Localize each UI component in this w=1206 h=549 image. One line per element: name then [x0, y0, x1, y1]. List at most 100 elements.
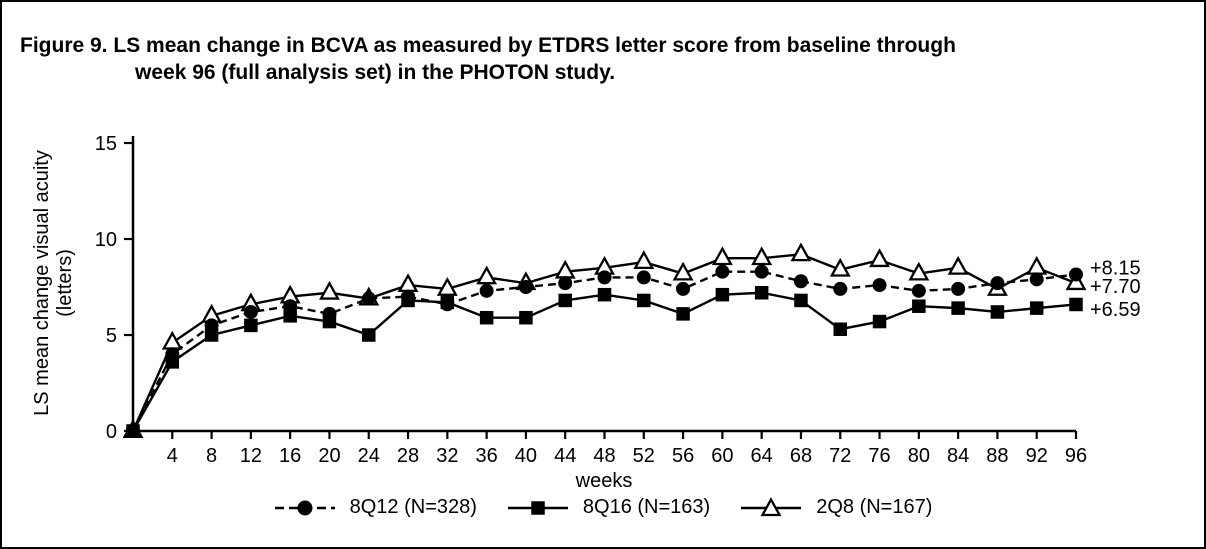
x-tick-label: 60 — [711, 445, 733, 467]
legend-label-2q8: 2Q8 (N=167) — [816, 496, 933, 518]
data-point-8q16 — [637, 293, 651, 308]
legend-label-8q16: 8Q16 (N=163) — [582, 496, 711, 518]
x-tick-label: 56 — [672, 445, 694, 467]
x-tick-label: 36 — [476, 445, 498, 467]
data-point-8q16 — [558, 293, 572, 308]
data-point-8q16 — [362, 328, 376, 342]
data-point-2q8 — [751, 246, 773, 266]
x-tick-label: 4 — [167, 445, 178, 467]
x-tick-label: 76 — [868, 445, 890, 467]
x-tick-label: 88 — [986, 445, 1008, 467]
data-point-8q16 — [126, 424, 140, 438]
x-tick-label: 12 — [240, 445, 262, 467]
data-point-2q8 — [161, 330, 183, 350]
x-tick-label: 16 — [279, 445, 301, 467]
x-tick-label: 44 — [554, 445, 576, 467]
data-point-8q16 — [519, 310, 533, 325]
data-point-8q12 — [872, 278, 887, 293]
y-tick-label: 10 — [95, 229, 117, 251]
chart-legend: 8Q12 (N=328) 8Q16 (N=163) 2Q8 (N=167) — [2, 496, 1204, 519]
data-point-2q8 — [711, 246, 733, 266]
x-tick-label: 40 — [515, 445, 537, 467]
figure-title-line1: Figure 9. LS mean change in BCVA as meas… — [20, 32, 1180, 59]
data-point-2q8 — [790, 242, 812, 262]
data-point-2q8 — [554, 259, 576, 279]
figure-title-text: LS mean change in BCVA as measured by ET… — [113, 34, 956, 57]
data-point-8q12 — [636, 270, 651, 285]
legend-marker-8q12-dashed-circle-icon — [274, 500, 335, 515]
x-tick-label: 52 — [633, 445, 655, 467]
data-point-8q16 — [401, 293, 415, 308]
data-point-8q12 — [479, 283, 494, 298]
data-point-8q12 — [793, 274, 808, 289]
x-tick-label: 72 — [829, 445, 851, 467]
data-point-8q12 — [911, 283, 926, 298]
data-point-2q8 — [633, 250, 655, 269]
data-point-8q16 — [283, 309, 297, 323]
data-point-2q8 — [1026, 255, 1048, 275]
figure-title: Figure 9. LS mean change in BCVA as meas… — [20, 32, 1180, 86]
data-point-8q12 — [990, 276, 1005, 291]
data-point-8q16 — [479, 310, 494, 325]
legend-item-8q16: 8Q16 (N=163) — [507, 496, 710, 519]
x-tick-label: 32 — [436, 445, 458, 467]
data-point-8q16 — [1029, 301, 1044, 315]
data-point-8q16 — [794, 293, 808, 308]
data-point-2q8 — [829, 257, 851, 277]
end-value-label-8q12: +8.15 — [1090, 257, 1141, 279]
data-point-8q16 — [165, 355, 180, 369]
data-point-8q12 — [597, 270, 612, 285]
x-tick-label: 68 — [790, 445, 812, 467]
data-point-8q16 — [440, 295, 455, 310]
data-point-2q8 — [947, 255, 969, 275]
data-point-8q16 — [754, 286, 769, 300]
data-point-8q16 — [1069, 297, 1083, 312]
x-axis-title: weeks — [575, 470, 633, 492]
x-tick-label: 24 — [358, 445, 380, 467]
y-tick-label: 0 — [106, 421, 117, 443]
legend-marker-2q8-open-triangle-icon — [741, 496, 802, 516]
data-point-8q16 — [912, 299, 926, 313]
figure-title-line2: week 96 (full analysis set) in the PHOTO… — [135, 61, 616, 84]
legend-marker-8q16-solid-square-icon — [507, 500, 568, 515]
data-point-8q16 — [951, 301, 965, 315]
data-point-8q16 — [244, 318, 258, 333]
data-point-8q16 — [715, 287, 730, 302]
data-point-8q16 — [872, 314, 887, 329]
data-point-2q8 — [397, 273, 419, 293]
data-point-2q8 — [908, 261, 930, 281]
data-point-8q16 — [597, 287, 612, 302]
data-point-8q12 — [361, 291, 376, 306]
end-value-label-2q8: +7.70 — [1090, 276, 1141, 298]
legend-item-8q12: 8Q12 (N=328) — [274, 496, 477, 519]
data-point-8q12 — [951, 281, 966, 296]
data-point-8q12 — [676, 281, 691, 296]
end-value-label-8q16: +6.59 — [1090, 299, 1141, 321]
data-point-2q8 — [869, 248, 890, 268]
data-point-8q16 — [322, 314, 337, 329]
data-point-2q8 — [436, 277, 458, 296]
data-point-8q16 — [833, 322, 847, 336]
data-point-8q12 — [558, 276, 573, 291]
x-tick-label: 48 — [593, 445, 615, 467]
data-point-8q12 — [243, 304, 258, 319]
legend-label-8q12: 8Q12 (N=328) — [349, 496, 477, 518]
data-point-2q8 — [319, 280, 340, 300]
data-point-8q16 — [990, 305, 1005, 319]
data-point-8q12 — [518, 280, 533, 294]
x-tick-label: 20 — [318, 445, 340, 467]
series-line-8q16 — [131, 291, 1077, 432]
x-tick-label: 84 — [947, 445, 969, 467]
data-point-8q12 — [833, 281, 848, 296]
data-point-8q12 — [715, 264, 730, 279]
figure-number: Figure 9. — [20, 34, 108, 57]
x-tick-label: 80 — [908, 445, 930, 467]
x-tick-label: 92 — [1026, 445, 1048, 467]
legend-item-2q8: 2Q8 (N=167) — [740, 496, 932, 519]
data-point-2q8 — [476, 265, 498, 285]
data-point-8q12 — [754, 264, 769, 279]
y-tick-label: 5 — [106, 325, 117, 347]
data-point-8q16 — [676, 307, 690, 321]
